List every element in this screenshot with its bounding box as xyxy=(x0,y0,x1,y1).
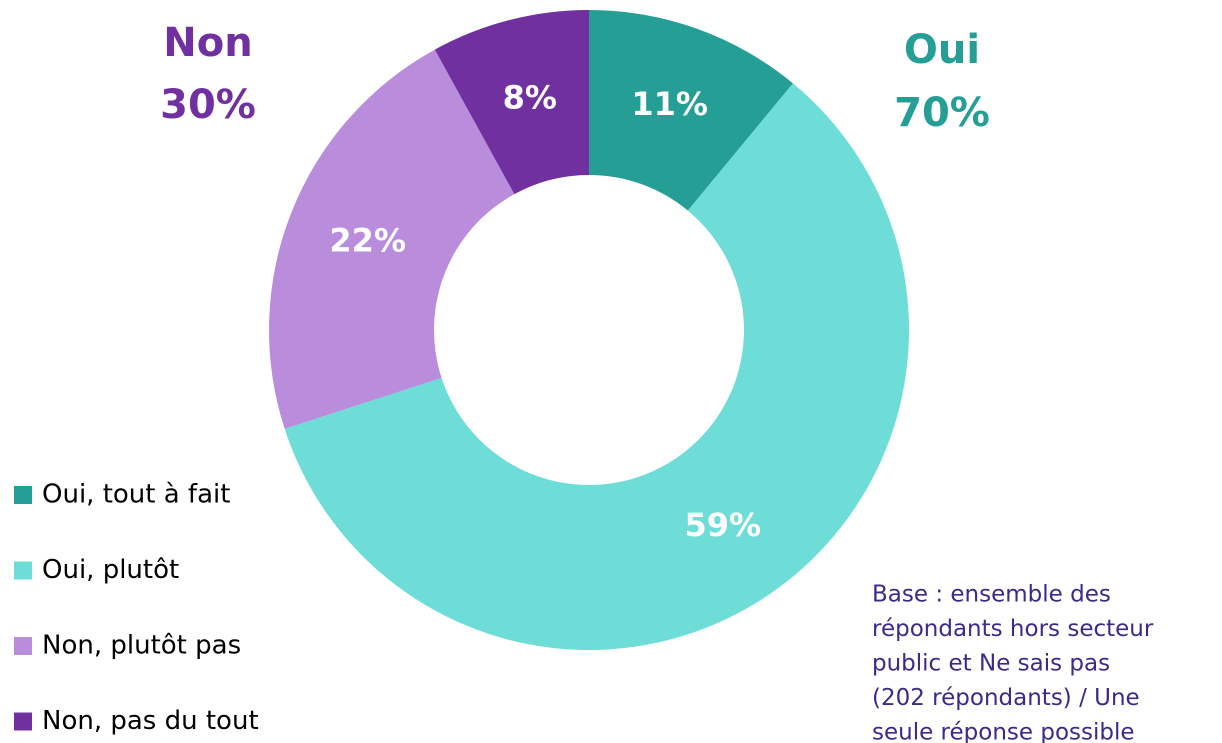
group-total: 30% xyxy=(160,82,256,128)
note: (202 répondants) / Une xyxy=(872,685,1140,711)
donut-segment xyxy=(434,10,589,195)
value-label: 8% xyxy=(503,78,557,116)
value-label: 22% xyxy=(329,221,406,259)
donut-segment xyxy=(269,49,515,429)
note: Base : ensemble des xyxy=(872,582,1111,608)
group-name: Oui xyxy=(904,27,980,73)
legend-label: Non, pas du tout xyxy=(42,706,259,736)
note: public et Ne sais pas xyxy=(872,651,1110,677)
legend-label: Oui, plutôt xyxy=(42,555,179,585)
legend-label: Oui, tout à fait xyxy=(42,480,230,510)
donut-segment xyxy=(284,83,909,651)
legend-swatch xyxy=(14,637,32,655)
note: seule réponse possible xyxy=(872,720,1135,743)
group-name: Non xyxy=(163,20,252,66)
group-total: 70% xyxy=(894,90,990,136)
legend-label: Non, plutôt pas xyxy=(42,631,241,661)
value-label: 11% xyxy=(631,85,708,123)
note: répondants hors secteur xyxy=(872,616,1154,642)
legend-swatch xyxy=(14,486,32,504)
legend-swatch xyxy=(14,712,32,731)
legend-swatch xyxy=(14,561,32,580)
value-label: 59% xyxy=(684,506,761,544)
donut-segment xyxy=(589,10,793,211)
